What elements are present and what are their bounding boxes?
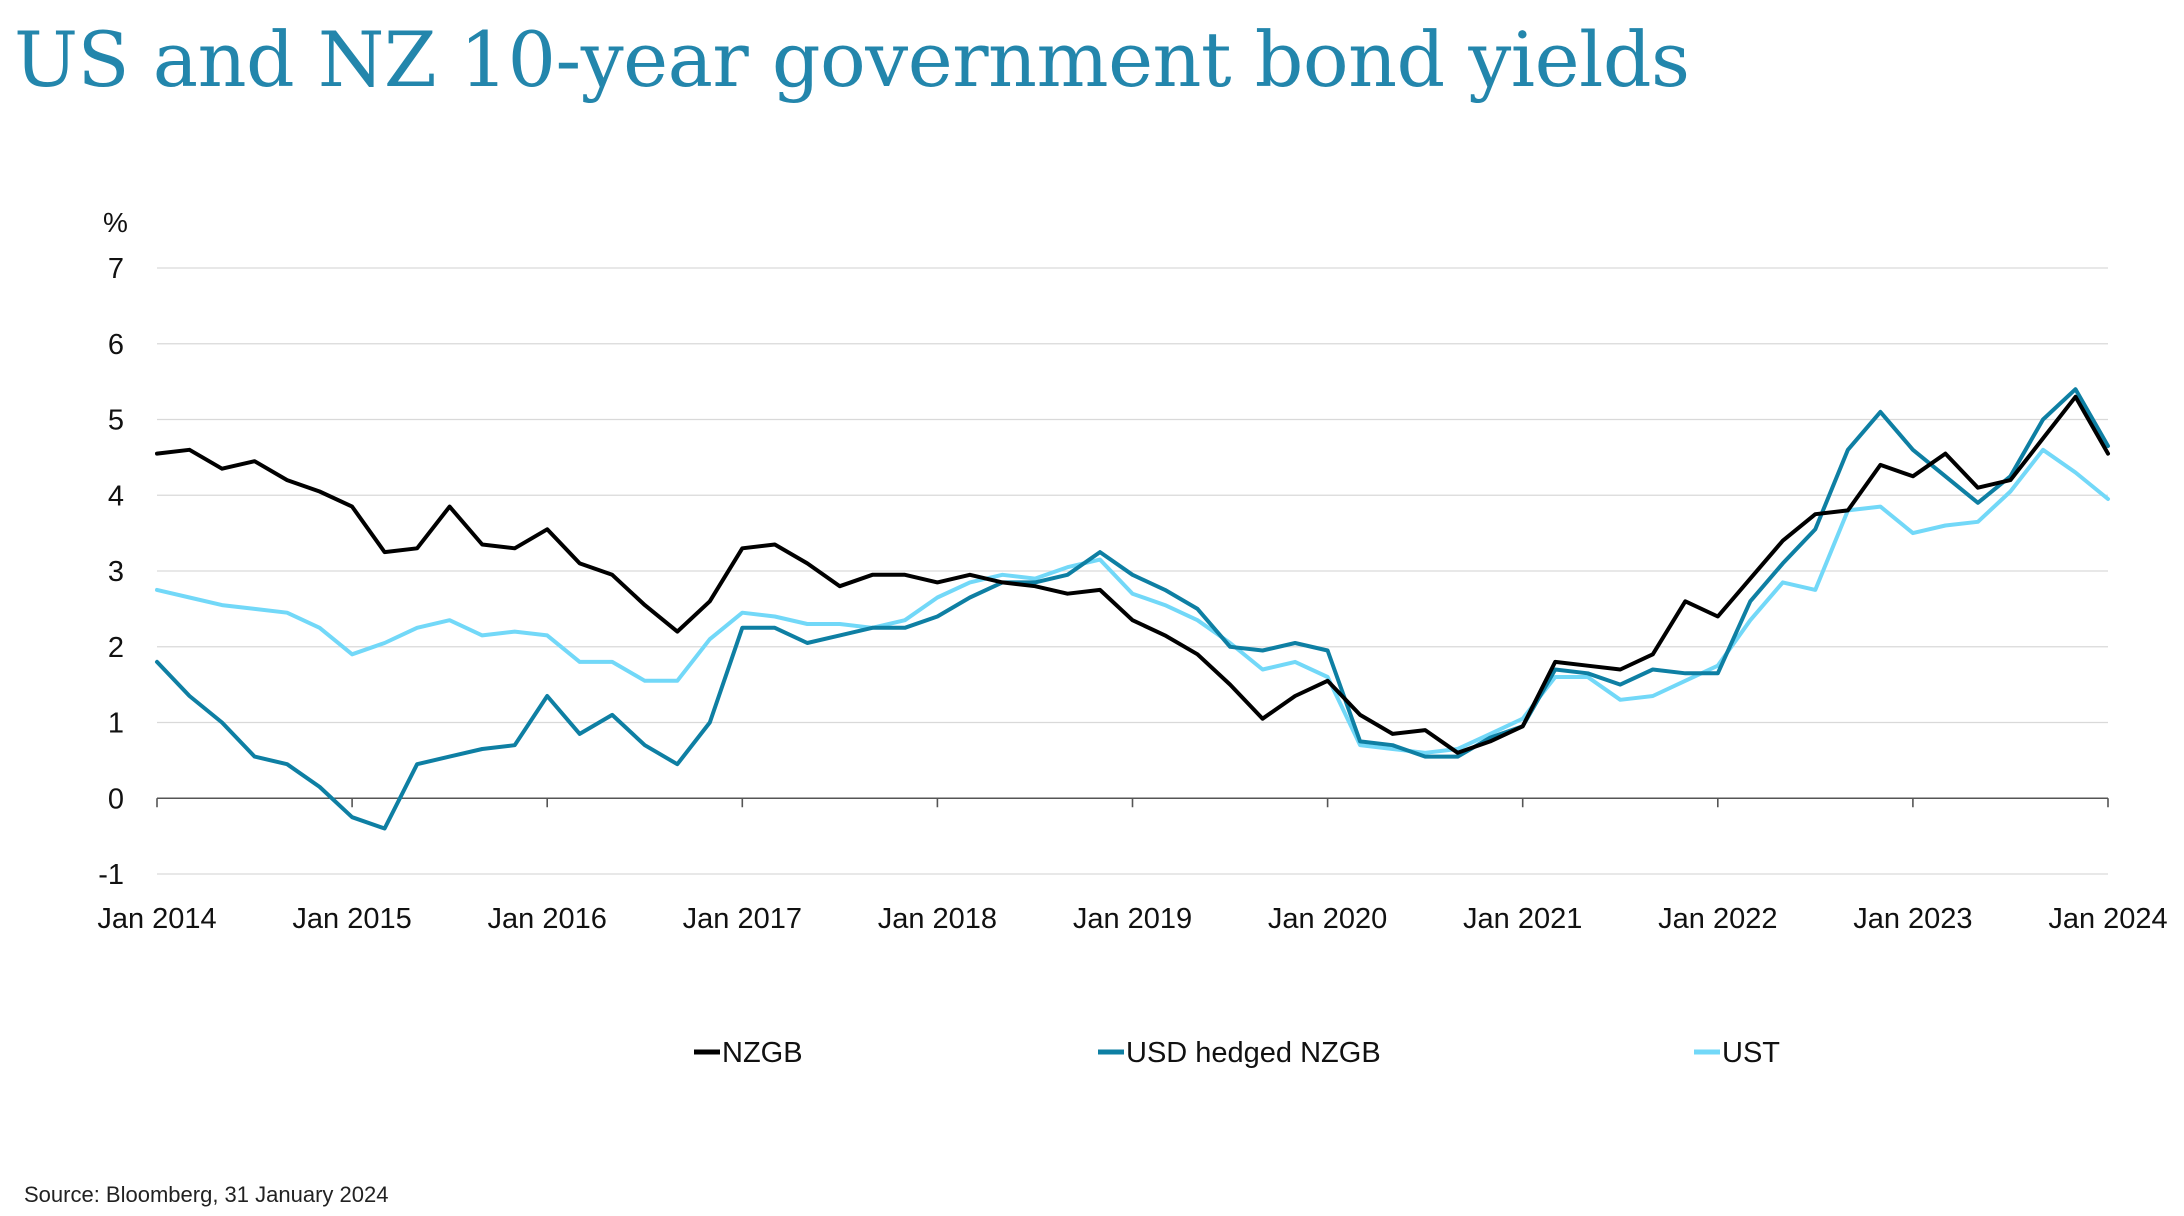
series-lines	[155, 387, 2110, 831]
y-tick-label: 4	[108, 480, 124, 512]
y-axis-unit-label: %	[103, 207, 128, 238]
x-tick-label: Jan 2023	[1853, 903, 1972, 935]
x-tick-label: Jan 2019	[1073, 903, 1192, 935]
x-tick-label: Jan 2020	[1268, 903, 1387, 935]
series-line-ust	[155, 447, 2110, 755]
y-tick-label: 7	[108, 253, 124, 285]
grid-lines	[157, 267, 2108, 875]
x-tick-label: Jan 2017	[683, 903, 802, 935]
legend-label: UST	[1722, 1037, 1780, 1069]
x-tick-label: Jan 2022	[1658, 903, 1777, 935]
legend: NZGB USD hedged NZGB UST	[694, 1037, 1780, 1069]
y-tick-label: 2	[108, 632, 124, 664]
x-tick-label: Jan 2014	[97, 903, 216, 935]
x-tick-label: Jan 2016	[488, 903, 607, 935]
y-tick-label: 0	[108, 783, 124, 815]
y-tick-label: -1	[98, 859, 124, 891]
series-line-nzgb	[155, 394, 2110, 755]
y-tick-label: 3	[108, 556, 124, 588]
y-tick-label: 5	[108, 405, 124, 437]
y-tick-label: 1	[108, 708, 124, 740]
x-axis-ticks: Jan 2014 Jan 2015 Jan 2016 Jan 2017 Jan 2018…	[97, 798, 2168, 935]
x-tick-label: Jan 2018	[878, 903, 997, 935]
y-axis-ticks: 7 6 5 4 3 2 1 0 -1	[98, 253, 124, 891]
x-tick-label: Jan 2021	[1463, 903, 1582, 935]
legend-label: USD hedged NZGB	[1126, 1037, 1381, 1069]
series-line-usd-hedged-nzgb	[155, 387, 2110, 831]
chart-title: US and NZ 10-year government bond yields	[14, 15, 1690, 104]
legend-label: NZGB	[722, 1037, 803, 1069]
x-tick-label: Jan 2024	[2048, 903, 2167, 935]
y-tick-label: 6	[108, 329, 124, 361]
source-note: Source: Bloomberg, 31 January 2024	[24, 1182, 389, 1207]
x-tick-label: Jan 2015	[292, 903, 411, 935]
